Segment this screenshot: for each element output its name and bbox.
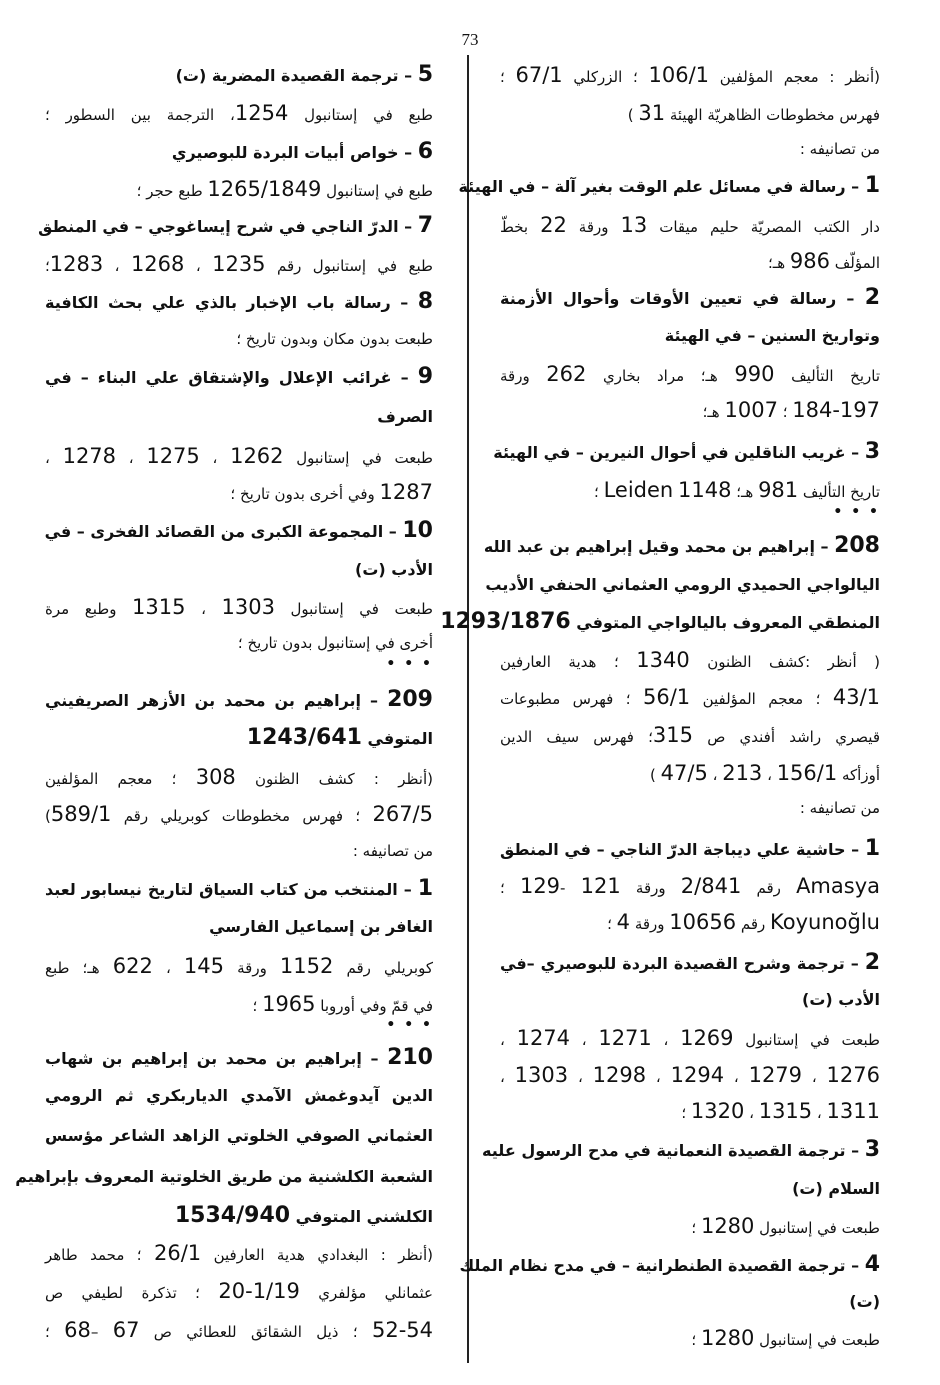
text-line: (أنظر : معجم المؤلفين 106/1 ؛ الزركلي 67… <box>500 63 880 87</box>
entry-heading-line: (ت) <box>849 1292 880 1311</box>
text-line: 1276 ، 1279 ، 1294 ، 1298 ، 1303 ، <box>500 1063 880 1087</box>
text-line: 52-54 ؛ ذيل الشقائق للعطائي ص 67 –68 ؛ <box>45 1318 433 1342</box>
section-separator: • • • <box>386 1017 433 1033</box>
entry-heading-line: الشعبة الكلشنية من طريق الخلوتية المعروف… <box>15 1167 433 1186</box>
text-line: دار الكتب المصريّة حليم ميقات 13 ورقة 22… <box>500 213 880 237</box>
column-divider <box>467 55 469 1363</box>
text-line: (أنظر : البغدادي هدية العارفين 26/1 ؛ مح… <box>45 1241 433 1265</box>
entry-heading-line: 3 – ترجمة القصيدة النعمانية في مدح الرسو… <box>482 1137 880 1162</box>
text-line: 1287 وفي أخرى بدون تاريخ ؛ <box>230 480 433 504</box>
text-line: طبعت بدون مكان وبدون تاريخ ؛ <box>236 330 433 348</box>
entry-heading-line: 210 – إبراهيم بن محمد بن إبراهيم بن شهاب <box>45 1045 433 1070</box>
entry-heading-line: الأدب (ت) <box>355 560 433 579</box>
entry-heading-line: 208 – إبراهيم بن محمد وقيل إبراهيم بن عب… <box>483 533 880 558</box>
text-line: طبعت في إستانبول 1303 ، 1315 وطبع مرة <box>45 595 433 619</box>
entry-heading-line: 2 – ترجمة وشرح القصيدة البردة للبوصيري –… <box>500 950 880 975</box>
entry-heading-line: 7 – الدرّ الناجي في شرح إيساغوجي – في ال… <box>38 213 433 238</box>
text-line: 184-197 ؛ 1007 هـ؛ <box>702 398 880 422</box>
entry-heading-line: السلام (ت) <box>792 1179 880 1198</box>
text-line: من تصانيفه : <box>799 140 880 158</box>
entry-heading-line: 1 – رسالة في مسائل علم الوقت بغير آلة – … <box>458 173 880 198</box>
entry-heading-line: وتواريخ السنين – في الهيئة <box>664 326 880 345</box>
text-line: المؤلّف 986 هـ؛ <box>768 249 880 273</box>
entry-heading-line: 5 – ترجمة القصيدة المضرية (ت) <box>175 62 433 87</box>
text-line: طبع في إستانبول 1254، الترجمة بين السطور… <box>45 101 433 125</box>
section-separator: • • • <box>386 656 433 672</box>
text-line: عثمانلي مؤلفري 1/19-20 ؛ تذكرة لطيفي ص <box>45 1279 434 1303</box>
text-line: في قمّ وفي أوروبا 1965 ؛ <box>252 992 433 1016</box>
entry-heading-line: 4 – ترجمة القصيدة الطنطرانية – في مدح نظ… <box>459 1252 880 1277</box>
right-column: (أنظر : معجم المؤلفين 106/1 ؛ الزركلي 67… <box>440 0 881 1385</box>
text-line: طبعت في إستانبول 1262 ، 1275 ، 1278 ، <box>45 444 433 468</box>
text-line: طبعت في إستانبول 1269 ، 1271 ، 1274 ، <box>500 1026 880 1050</box>
text-line: 267/5 ؛ فهرس مخطوطات كوبريلي رقم 589/1) <box>45 802 433 826</box>
entry-heading-line: الأدب (ت) <box>802 990 880 1009</box>
entry-heading-line: المنطقي المعروف باليالواجي المتوفي 1293/… <box>440 609 880 634</box>
entry-heading-line: 3 – غريب الناقلين في أحوال النيرين – في … <box>493 439 880 464</box>
section-separator: • • • <box>833 504 880 520</box>
text-line: تاريخ التأليف 990 هـ؛ مراد بخاري 262 ورق… <box>500 362 881 386</box>
entry-heading-line: الصرف <box>377 407 433 426</box>
page-number: 73 <box>461 30 479 49</box>
text-line: طبع في إستانبول 1265/1849 طبع حجر ؛ <box>136 177 433 201</box>
text-line: 1311 ، 1315 ، 1320 ؛ <box>681 1099 880 1123</box>
text-line: قيصري راشد أفندي ص 315؛ فهرس سيف الدين <box>500 723 880 747</box>
text-line: طبع في إستانبول رقم 1235 ، 1268 ، 1283؛ <box>45 252 433 276</box>
text-line: أخرى في إستانبول بدون تاريخ ؛ <box>237 634 433 652</box>
entry-heading-line: المتوفي 1243/641 <box>246 725 433 750</box>
entry-heading-line: 1 – المنتخب من كتاب السياق لتاريخ نيسابو… <box>45 876 433 901</box>
entry-heading-line: اليالواجي الحميدي الرومي العثماني الحنفي… <box>485 575 880 594</box>
text-line: كوبريلي رقم 1152 ورقة 145 ، 622 هـ؛ طبع <box>45 954 433 978</box>
entry-heading-line: 10 – المجموعة الكبرى من القصائد الفخرى –… <box>44 518 433 543</box>
entry-heading-line: 2 – رسالة في تعيين الأوقات وأحوال الأزمن… <box>500 285 880 310</box>
text-line: أوزأكه 156/1 ، 213 ، 47/5 ) <box>650 761 880 785</box>
entry-heading-line: 9 – غرائب الإعلال والإشتقاق علي البناء –… <box>45 364 433 389</box>
entry-heading-line: 1 – حاشية علي ديباجة الدرّ الناجي – في ا… <box>500 836 880 861</box>
text-line: Amasya رقم 2/841 ورقة 121 -129 ؛ <box>500 874 880 898</box>
text-line: ( أنظر :كشف الظنون 1340 ؛ هدية العارفين <box>500 648 880 672</box>
entry-heading-line: الدين آيدوغمش الآمدي الدياربكري ثم الروم… <box>45 1086 433 1105</box>
text-line: طبعت في إستانبول 1280 ؛ <box>691 1214 880 1238</box>
text-line: من تصانيفه : <box>352 842 433 860</box>
text-line: تاريخ التأليف 981 هـ؛ Leiden 1148 ؛ <box>594 478 880 502</box>
text-line: 43/1 ؛ معجم المؤلفين 56/1 ؛ فهرس مطبوعات <box>500 685 881 709</box>
text-line: فهرس مخطوطات الظاهريّة الهيئة 31 ) <box>627 101 880 125</box>
entry-heading-line: 8 – رسالة باب الإخبار بالذي علي بحث الكا… <box>45 289 433 314</box>
entry-heading-line: الغافر بن إسماعيل الفارسي <box>209 917 433 936</box>
text-line: طبعت في إستانبول 1280 ؛ <box>691 1326 880 1350</box>
entry-heading-line: العثماني الصوفي الخلوتي الزاهد الشاعر مؤ… <box>45 1126 433 1145</box>
entry-heading-line: الكلشني المتوفي 1534/940 <box>174 1203 433 1228</box>
entry-heading-line: 6 – خواص أبيات البردة للبوصيري <box>171 139 433 164</box>
left-column: 5 – ترجمة القصيدة المضرية (ت) طبع في إستا… <box>15 0 434 1385</box>
text-line: Koyunoğlu رقم 10656 ورقة 4 ؛ <box>607 910 880 934</box>
text-line: من تصانيفه : <box>799 799 880 817</box>
entry-heading-line: 209 – إبراهيم بن محمد بن الأزهر الصريفين… <box>45 687 433 712</box>
text-line: (أنظر : كشف الظنون 308 ؛ معجم المؤلفين <box>45 765 433 789</box>
